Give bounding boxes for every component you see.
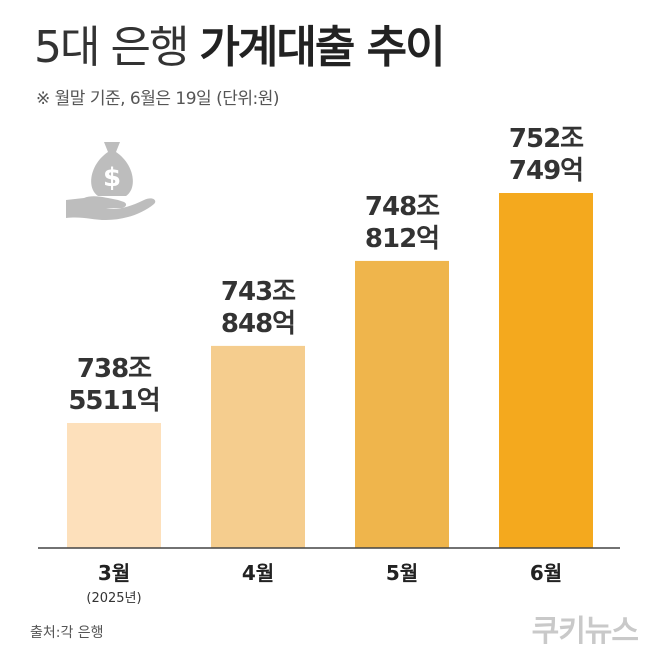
page-title: 5대 은행 가계대출 추이 xyxy=(34,20,446,76)
bar-2 xyxy=(211,345,305,548)
bar-value-label: 748조 xyxy=(365,192,440,222)
title-light: 5대 은행 xyxy=(34,22,189,73)
bar-value-label: 738조 xyxy=(77,354,152,384)
bar-4 xyxy=(499,193,593,548)
bar-3 xyxy=(355,260,449,548)
category-label: 4월 xyxy=(242,561,274,585)
publisher-logo: 쿠키뉴스 xyxy=(531,614,639,649)
bar-value-label: 812억 xyxy=(365,224,439,254)
category-label: 5월 xyxy=(386,561,418,585)
subtitle: ※ 월말 기준, 6월은 19일 (단위:원) xyxy=(36,89,280,109)
bar-value-label: 848억 xyxy=(221,309,295,339)
bar-value-label: 752조 xyxy=(509,124,584,154)
category-sublabel: (2025년) xyxy=(86,591,141,606)
category-label: 6월 xyxy=(530,561,562,585)
title-bold: 가계대출 추이 xyxy=(199,22,445,73)
bar-value-label: 749억 xyxy=(509,156,583,186)
bar-value-label: 5511억 xyxy=(68,386,159,416)
category-label: 3월 xyxy=(98,561,130,585)
money-bag-hand-icon: $ xyxy=(66,142,156,220)
bar-value-label: 743조 xyxy=(221,277,296,307)
svg-text:$: $ xyxy=(103,163,121,193)
source-note: 출처:각 은행 xyxy=(30,625,104,641)
bar-1 xyxy=(67,422,161,548)
